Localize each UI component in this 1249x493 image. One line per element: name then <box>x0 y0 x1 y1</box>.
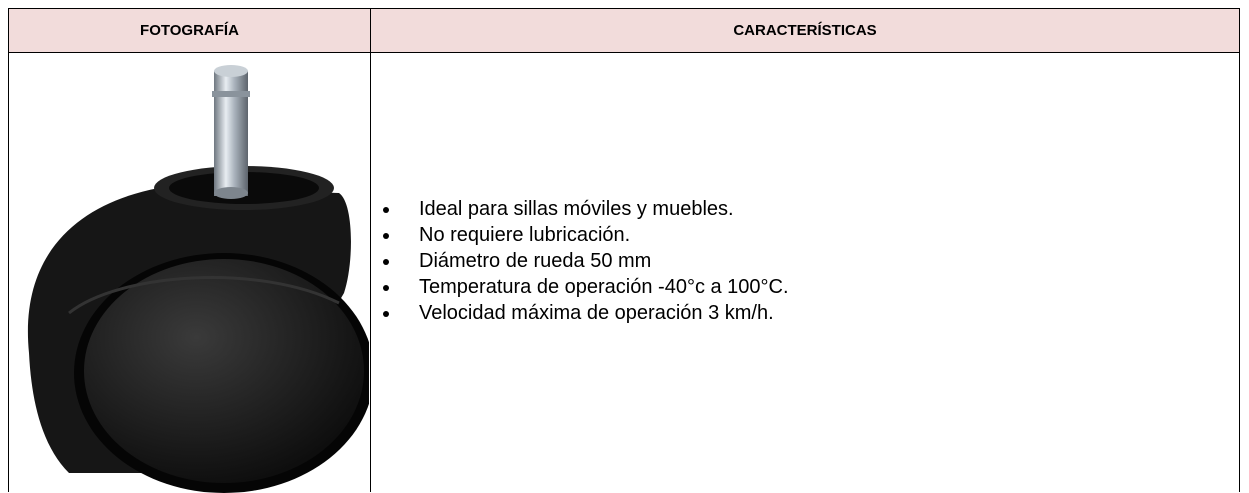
feature-item: Diámetro de rueda 50 mm <box>380 248 789 274</box>
feature-item: No requiere lubricación. <box>380 222 789 248</box>
feature-item: Ideal para sillas móviles y muebles. <box>380 196 789 222</box>
caster-photo <box>27 65 369 493</box>
feature-item: Velocidad máxima de operación 3 km/h. <box>380 300 789 326</box>
column-divider <box>370 52 371 492</box>
feature-item: Temperatura de operación -40°c a 100°C. <box>380 274 789 300</box>
feature-list: Ideal para sillas móviles y muebles. No r… <box>380 196 789 326</box>
column-header: CARACTERÍSTICAS <box>371 9 1239 53</box>
table: FOTOGRAFÍA CARACTERÍSTICAS <box>8 8 1240 493</box>
column-header: FOTOGRAFÍA <box>9 9 371 53</box>
